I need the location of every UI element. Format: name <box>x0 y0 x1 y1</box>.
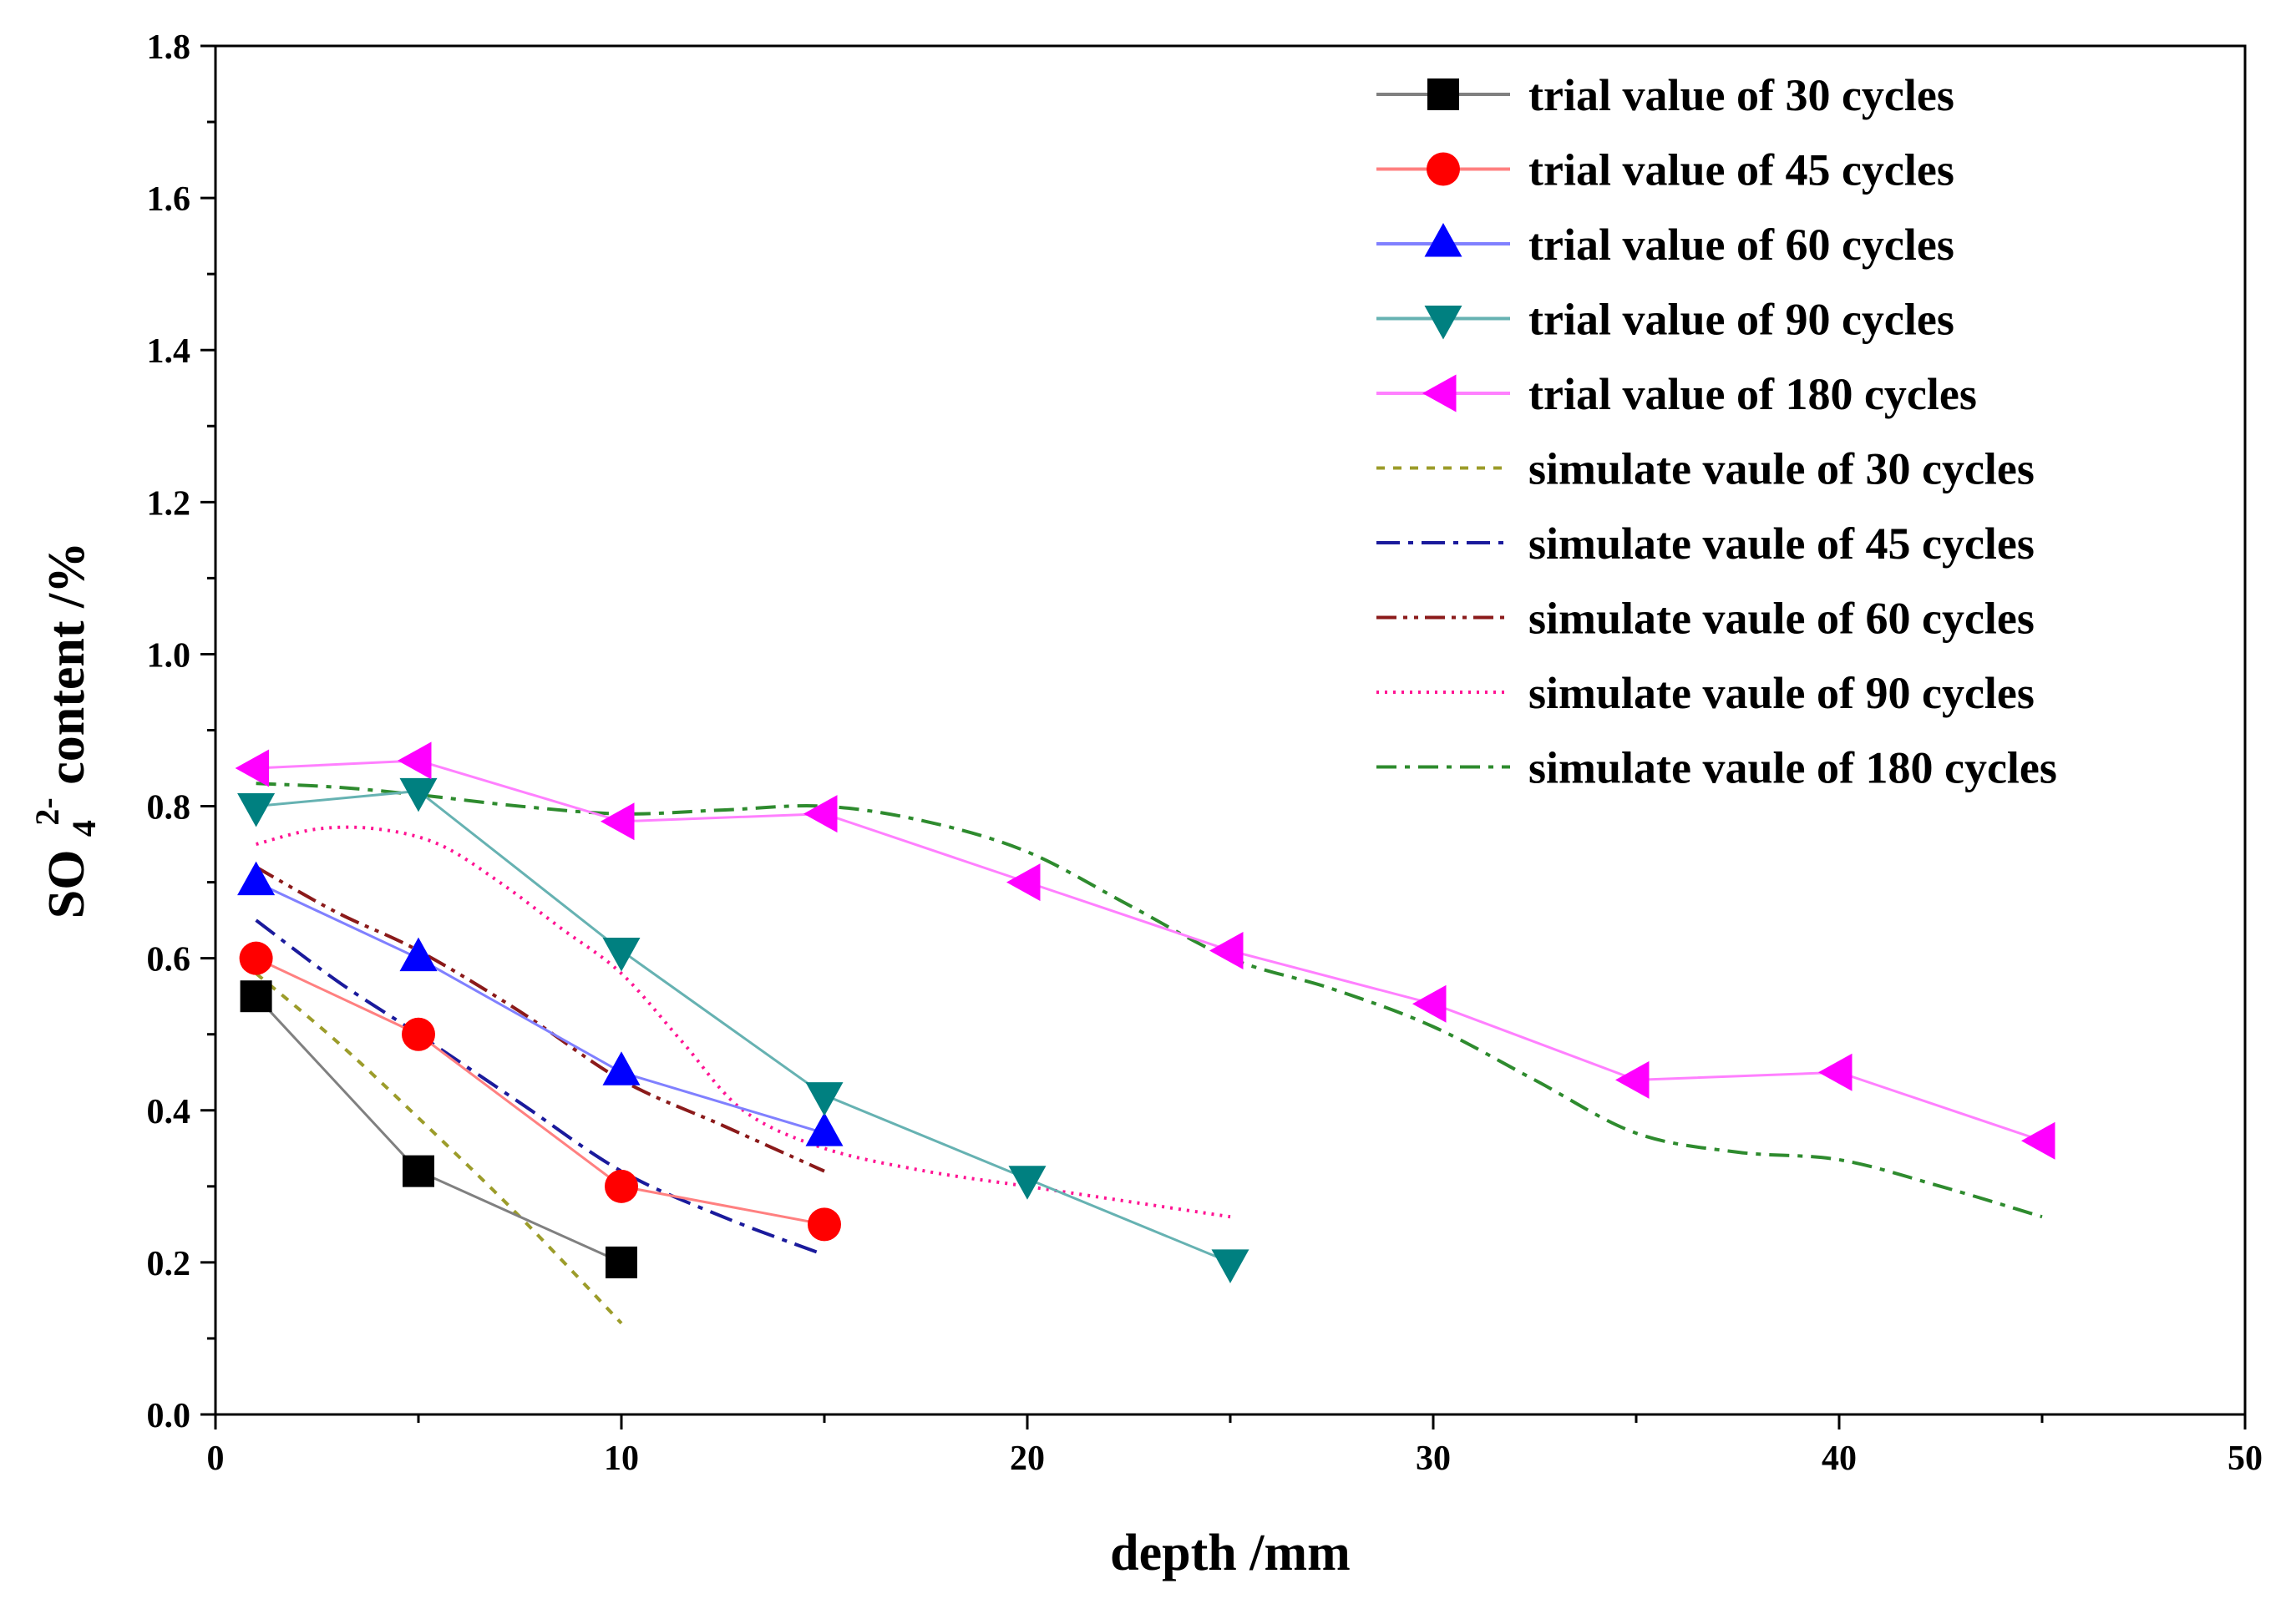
y-tick-label: 1.2 <box>147 484 191 523</box>
y-axis-title-superscript: 2- <box>28 797 66 825</box>
legend-swatch-marker <box>1424 306 1462 340</box>
legend-item: simulate vaule of 60 cycles <box>1376 594 2035 644</box>
y-axis-title-suffix: content /% <box>38 542 95 785</box>
data-point-trial-value-of-90-cycles <box>602 938 641 972</box>
legend-swatch-marker <box>1427 78 1459 110</box>
axes-layer: 0 10 20 30 40 50 0.0 0.2 0.4 0.6 0.8 1.0 1.2 1.4 1.6 1.… <box>147 28 2263 1478</box>
legend-label: simulate vaule of 60 cycles <box>1528 594 2035 644</box>
legend-item: trial value of 60 cycles <box>1376 220 1954 270</box>
x-tick-label: 50 <box>2228 1440 2263 1478</box>
y-tick-label: 0.0 <box>147 1397 191 1435</box>
data-point-trial-value-of-180-cycles <box>803 795 838 833</box>
legend-item: trial value of 180 cycles <box>1376 369 1977 419</box>
data-point-trial-value-of-90-cycles <box>399 777 438 812</box>
legend-item: simulate vaule of 45 cycles <box>1376 519 2035 569</box>
legend-item: trial value of 90 cycles <box>1376 295 1954 345</box>
series-line-trial-value-of-60-cycles <box>255 881 825 1135</box>
data-point-trial-value-of-180-cycles <box>398 741 432 780</box>
legend-swatch-marker <box>1422 374 1457 412</box>
x-tick-label: 30 <box>1416 1440 1451 1478</box>
data-point-trial-value-of-90-cycles <box>805 1082 844 1116</box>
series-line-trial-value-of-30-cycles <box>255 995 622 1264</box>
data-point-trial-value-of-180-cycles <box>1615 1060 1650 1099</box>
legend-label: trial value of 45 cycles <box>1528 145 1954 195</box>
markers-layer <box>235 741 2055 1283</box>
series-line-trial-value-of-90-cycles <box>256 789 1231 1264</box>
y-tick-label: 0.4 <box>147 1093 191 1131</box>
x-axis-title: depth /mm <box>1110 1525 1351 1581</box>
data-point-trial-value-of-30-cycles <box>403 1155 434 1187</box>
data-point-trial-value-of-180-cycles <box>235 749 270 787</box>
y-tick-label: 0.8 <box>147 789 191 827</box>
data-point-trial-value-of-60-cycles <box>237 861 276 896</box>
data-point-trial-value-of-90-cycles <box>237 793 276 827</box>
data-point-trial-value-of-180-cycles <box>1209 932 1244 970</box>
data-point-trial-value-of-180-cycles <box>601 802 635 841</box>
y-axis-title: SO 4 2- content /% <box>13 542 107 919</box>
legend: trial value of 30 cycles trial value of 4… <box>1376 70 2057 793</box>
y-tick-label: 1.0 <box>147 636 191 675</box>
series-layer <box>255 759 2043 1325</box>
data-point-trial-value-of-30-cycles <box>240 980 272 1013</box>
legend-label: simulate vaule of 45 cycles <box>1528 519 2035 569</box>
data-point-trial-value-of-45-cycles <box>605 1169 638 1203</box>
legend-item: simulate vaule of 90 cycles <box>1376 668 2035 718</box>
y-tick-label: 1.4 <box>147 332 191 371</box>
series-line-simulate-vaule-of-60-cycles <box>255 865 825 1173</box>
data-point-trial-value-of-180-cycles <box>2021 1121 2055 1160</box>
data-point-trial-value-of-45-cycles <box>808 1207 841 1242</box>
data-point-trial-value-of-90-cycles <box>1008 1166 1047 1200</box>
data-point-trial-value-of-180-cycles <box>1006 863 1041 902</box>
series-line-simulate-vaule-of-45-cycles <box>255 918 825 1257</box>
data-point-trial-value-of-180-cycles <box>1412 984 1447 1023</box>
legend-swatch-marker <box>1427 152 1460 186</box>
x-tick-label: 10 <box>604 1440 639 1478</box>
series-line-simulate-vaule-of-90-cycles <box>256 825 1231 1219</box>
legend-item: simulate vaule of 180 cycles <box>1376 743 2057 793</box>
data-point-trial-value-of-30-cycles <box>606 1246 637 1278</box>
data-point-trial-value-of-45-cycles <box>402 1017 435 1051</box>
data-point-trial-value-of-90-cycles <box>1211 1249 1249 1283</box>
y-tick-label: 0.6 <box>147 941 191 979</box>
legend-label: trial value of 90 cycles <box>1528 295 1954 345</box>
data-point-trial-value-of-60-cycles <box>805 1112 844 1146</box>
x-tick-label: 20 <box>1010 1440 1045 1478</box>
legend-label: simulate vaule of 180 cycles <box>1528 743 2057 793</box>
legend-item: trial value of 45 cycles <box>1376 145 1954 195</box>
series-line-trial-value-of-180-cycles <box>256 759 2043 1142</box>
legend-label: simulate vaule of 30 cycles <box>1528 444 2035 494</box>
y-axis-title-subscript: 4 <box>65 820 103 837</box>
data-point-trial-value-of-60-cycles <box>399 937 438 972</box>
y-axis-title-prefix: SO <box>38 850 95 919</box>
y-tick-label: 1.8 <box>147 28 191 67</box>
x-tick-label: 40 <box>1822 1440 1857 1478</box>
legend-label: trial value of 60 cycles <box>1528 220 1954 270</box>
x-tick-label: 0 <box>207 1440 225 1478</box>
legend-label: trial value of 30 cycles <box>1528 70 1954 120</box>
series-line-simulate-vaule-of-180-cycles <box>256 782 2043 1219</box>
data-point-trial-value-of-180-cycles <box>1818 1053 1853 1091</box>
data-point-trial-value-of-45-cycles <box>239 941 273 975</box>
legend-label: trial value of 180 cycles <box>1528 369 1977 419</box>
data-point-trial-value-of-60-cycles <box>602 1051 641 1085</box>
legend-label: simulate vaule of 90 cycles <box>1528 668 2035 718</box>
legend-item: trial value of 30 cycles <box>1376 70 1954 120</box>
legend-item: simulate vaule of 30 cycles <box>1376 444 2035 494</box>
series-line-trial-value-of-45-cycles <box>255 957 825 1226</box>
y-tick-label: 0.2 <box>147 1245 191 1283</box>
legend-swatch-marker <box>1424 223 1462 257</box>
series-line-simulate-vaule-of-30-cycles <box>255 972 623 1325</box>
y-tick-label: 1.6 <box>147 180 191 219</box>
